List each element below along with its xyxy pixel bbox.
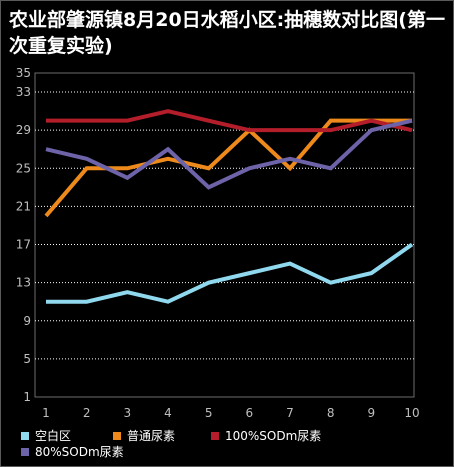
x-tick-label: 8: [327, 406, 335, 420]
legend: 空白区 普通尿素 100%SODm尿素 80%SODm尿素: [21, 429, 441, 465]
x-tick-label: 1: [42, 406, 50, 420]
x-tick-label: 9: [368, 406, 376, 420]
series-line-4: [45, 118, 413, 190]
legend-label: 80%SODm尿素: [35, 445, 124, 459]
x-tick-label: 10: [404, 406, 419, 420]
series-line-3: [46, 109, 413, 133]
legend-swatch: [113, 431, 121, 440]
legend-label: 普通尿素: [127, 429, 176, 443]
y-tick-label: 25: [16, 161, 31, 175]
chart-title: 农业部肇源镇8月20日水稻小区:抽穗数对比图(第一次重复实验): [9, 9, 445, 57]
x-tick-label: 6: [246, 406, 254, 420]
series-line-1: [46, 242, 414, 304]
x-tick-label: 4: [164, 406, 172, 420]
y-tick-label: 29: [16, 123, 31, 137]
legend-item: 80%SODm尿素: [21, 445, 124, 459]
legend-item: 空白区: [21, 429, 71, 443]
y-tick-label: 35: [16, 66, 31, 80]
y-tick-label: 9: [23, 314, 31, 328]
y-tick-label: 5: [23, 352, 31, 366]
legend-swatch: [21, 447, 29, 456]
y-tick-label: 13: [16, 276, 31, 290]
legend-swatch: [211, 431, 219, 440]
y-tick-label: 21: [16, 199, 31, 213]
legend-item: 100%SODm尿素: [211, 429, 321, 443]
y-tick-label: 1: [23, 390, 31, 404]
legend-label: 空白区: [35, 429, 72, 443]
x-tick-label: 7: [286, 406, 294, 420]
x-tick-label: 5: [205, 406, 213, 420]
x-tick-label: 2: [83, 406, 91, 420]
y-tick-label: 17: [16, 238, 31, 252]
series-line-2: [44, 118, 412, 218]
x-tick-label: 3: [124, 406, 132, 420]
legend-swatch: [21, 431, 29, 440]
plot-border: [34, 72, 415, 398]
legend-label: 100%SODm尿素: [225, 429, 322, 443]
legend-item: 普通尿素: [113, 429, 175, 443]
y-tick-label: 33: [16, 85, 31, 99]
